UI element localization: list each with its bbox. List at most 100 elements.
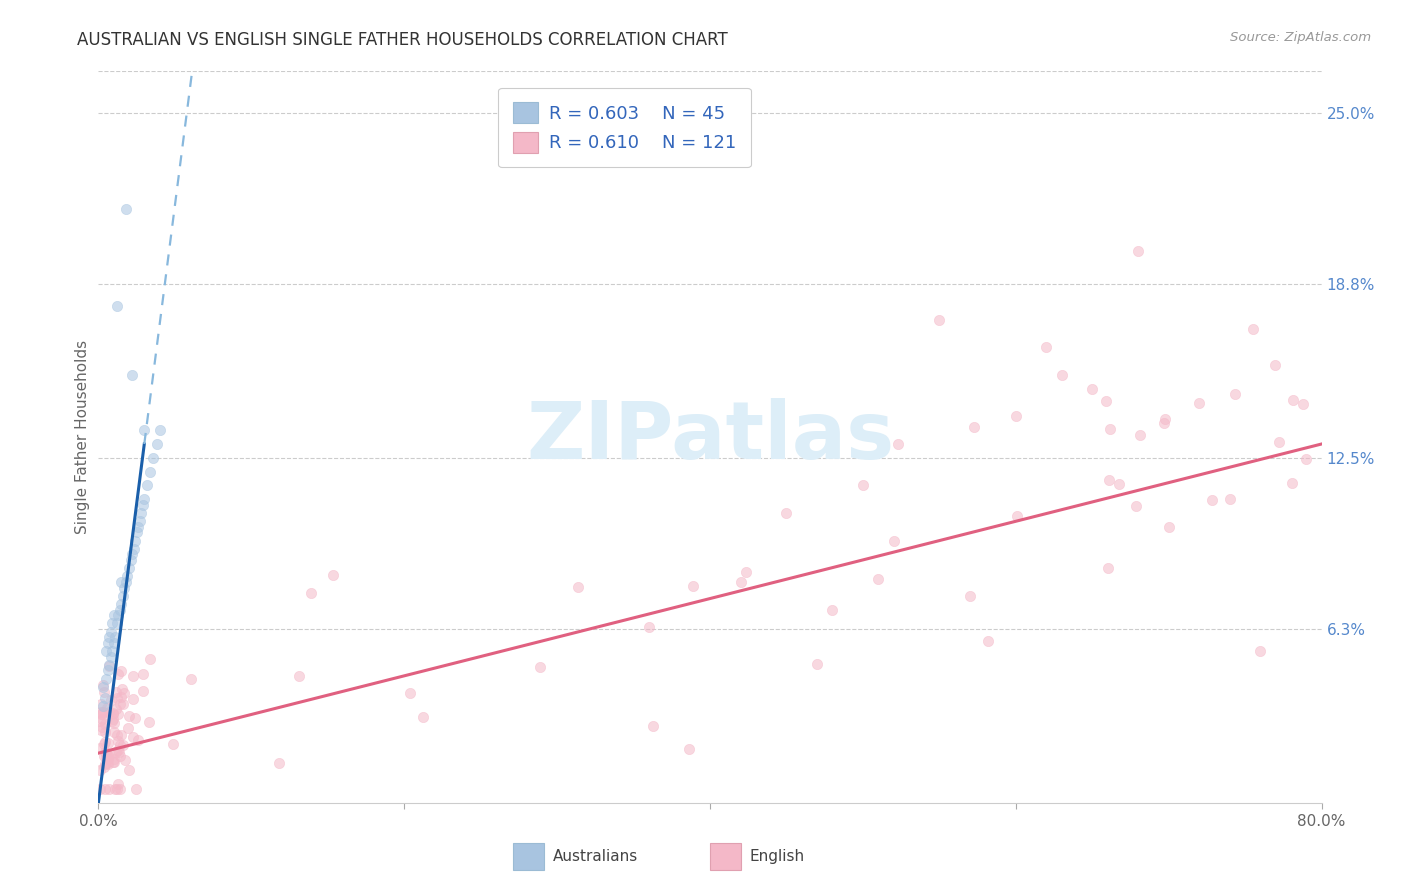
Point [105,745,128,759]
Point [93,737,115,751]
Point [110,574,132,589]
Point [105,691,128,706]
Point [111,589,134,603]
Point [104,630,127,644]
Point [101,644,124,658]
Point [132,498,155,512]
Point [928,312,950,326]
Point [139,465,162,479]
Point [1035,340,1057,354]
Point [134,492,156,507]
Point [122,541,145,556]
Point [107,743,129,757]
Point [107,734,129,748]
Point [1154,412,1177,426]
Point [118,764,141,778]
Point [103,608,125,623]
Point [1153,416,1175,430]
Point [821,602,844,616]
Point [118,561,141,575]
Point [94,644,117,658]
Point [1157,520,1180,534]
Point [94,750,117,764]
Point [412,710,434,724]
Point [89,741,111,756]
Point [131,667,153,681]
Point [121,368,143,382]
Point [94,724,117,739]
Point [127,520,149,534]
Y-axis label: Single Father Households: Single Father Households [75,340,90,534]
Point [103,755,125,769]
Point [97,752,120,766]
Point [180,672,202,686]
Point [1129,427,1152,442]
Point [288,669,311,683]
Point [1282,393,1305,408]
Point [103,712,125,726]
Point [121,691,143,706]
Point [121,548,143,562]
Point [122,730,145,744]
Point [1050,368,1073,382]
Point [115,574,138,589]
Point [91,680,114,694]
Point [110,665,132,679]
Point [96,700,118,714]
Point [108,602,131,616]
Point [125,782,148,797]
Point [883,533,905,548]
Point [89,782,111,797]
Point [139,652,162,666]
Point [98,630,121,644]
Point [90,697,112,711]
Point [678,741,700,756]
Point [122,669,145,683]
Point [91,720,114,734]
Point [110,597,132,611]
Point [97,757,120,772]
Point [112,698,135,712]
Point [111,681,134,696]
Point [93,745,115,759]
Point [1281,475,1303,490]
Point [101,714,124,729]
Point [90,712,112,726]
Point [103,725,125,739]
Point [1295,451,1317,466]
Point [90,706,112,721]
Point [89,714,111,728]
Point [124,710,146,724]
Point [97,636,120,650]
Point [94,757,117,772]
Point [97,735,120,749]
Text: ZIPatlas: ZIPatlas [526,398,894,476]
Point [105,685,128,699]
Point [101,755,124,769]
Point [96,748,118,763]
Point [1081,382,1104,396]
Point [108,782,131,797]
Point [299,586,322,600]
Point [142,450,165,465]
Point [112,686,135,700]
Point [107,608,129,623]
Point [97,749,120,764]
Point [734,565,756,579]
Point [567,580,589,594]
Point [145,437,167,451]
Point [1249,644,1271,658]
Point [959,589,981,603]
Point [107,777,129,791]
Point [117,721,139,735]
Point [101,616,124,631]
Point [104,702,127,716]
Point [91,706,114,720]
Point [97,782,120,797]
Point [1219,492,1241,507]
Point [115,202,138,217]
Point [104,782,127,797]
Point [1098,473,1121,487]
Point [118,709,141,723]
Point [110,690,132,704]
